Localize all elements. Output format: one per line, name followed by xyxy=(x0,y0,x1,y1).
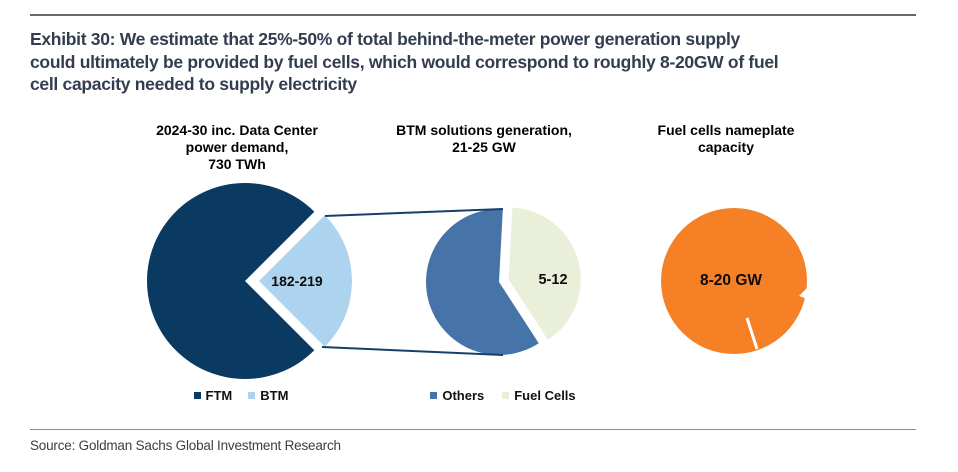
pie2-header: BTM solutions generation, 21-25 GW xyxy=(364,122,604,156)
legend-item-ftm: FTM xyxy=(193,388,233,403)
pie3-details xyxy=(745,287,810,350)
pie1-slice-value-label: 182-219 xyxy=(271,273,323,289)
flow-connector-top xyxy=(324,208,504,217)
ftm-swatch-icon xyxy=(193,392,201,399)
exhibit-title: Exhibit 30: We estimate that 25%-50% of … xyxy=(30,28,942,96)
pie2-slice-others xyxy=(425,208,539,355)
legend-label: Fuel Cells xyxy=(514,388,576,403)
pie3-sliver-line xyxy=(745,317,759,350)
pie2-slice-value-label: 5-12 xyxy=(538,272,568,288)
pie3-edge-notch xyxy=(799,287,810,300)
exhibit-title-line: could ultimately be provided by fuel cel… xyxy=(30,51,779,72)
pie2-header-line: 21-25 GW xyxy=(452,139,516,155)
pie1-slice-btm xyxy=(259,215,352,347)
pie1-header-line: 2024-30 inc. Data Center xyxy=(156,122,318,138)
legend-label: BTM xyxy=(260,388,289,403)
pie3-value-label: 8-20 GW xyxy=(699,272,762,289)
pie1-header-line: 730 TWh xyxy=(208,156,266,172)
legend-item-others: Others xyxy=(430,388,484,403)
flow-connector-bottom xyxy=(321,346,504,356)
pie2-legend: Others Fuel Cells xyxy=(403,388,603,403)
pie3-header-line: Fuel cells nameplate xyxy=(657,122,795,138)
pie2-header-line: BTM solutions generation, xyxy=(396,122,572,138)
pie1-header-line: power demand, xyxy=(185,139,289,155)
exhibit-title-line: cell capacity needed to supply electrici… xyxy=(30,74,357,94)
pie-slices-group xyxy=(147,182,807,379)
pie1-legend: FTM BTM xyxy=(141,388,341,403)
pie3-header-line: capacity xyxy=(697,139,755,155)
pie3-header: Fuel cells nameplate capacity xyxy=(606,122,846,156)
pie1-header: 2024-30 inc. Data Center power demand, 7… xyxy=(117,122,357,173)
top-rule xyxy=(30,14,916,16)
others-swatch-icon xyxy=(430,392,438,399)
pie1-slice-ftm xyxy=(147,182,315,379)
pie3-slice-fuel-cells xyxy=(661,208,807,354)
bottom-rule xyxy=(30,429,916,430)
legend-label: FTM xyxy=(205,388,233,403)
source-text: Source: Goldman Sachs Global Investment … xyxy=(30,438,341,453)
legend-item-fuel-cells: Fuel Cells xyxy=(502,388,576,403)
legend-label: Others xyxy=(442,388,485,403)
pie2-slice-fuel-cells xyxy=(508,207,581,340)
fuel-cells-swatch-icon xyxy=(502,392,510,399)
legend-item-btm: BTM xyxy=(248,388,288,403)
btm-swatch-icon xyxy=(248,392,256,399)
flow-connectors xyxy=(321,208,504,356)
exhibit-title-line: Exhibit 30: We estimate that 25%-50% of … xyxy=(30,29,740,49)
